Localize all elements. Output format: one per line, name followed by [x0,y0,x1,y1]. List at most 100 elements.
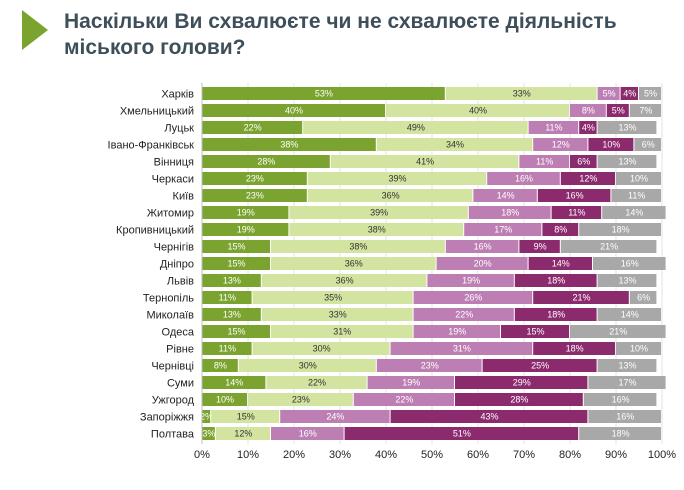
bar-segment [464,223,542,236]
bar-segment [528,257,592,270]
data-label: 31% [333,327,351,337]
bar-segment [597,121,657,134]
data-label: 8% [214,361,227,371]
data-label: 4% [582,123,595,133]
bar-segment [445,87,597,100]
data-label: 12% [552,140,570,150]
data-label: 6% [577,157,590,167]
bar-segment [629,291,657,304]
data-label: 21% [609,327,627,337]
bar-segment [611,189,661,202]
x-tick-label: 10% [237,449,259,461]
x-tick-label: 90% [605,449,627,461]
bar-segment [639,87,661,100]
bar-segment [202,308,261,321]
bar-segment [307,172,487,185]
data-label: 6% [637,293,650,303]
bar-segment [202,342,252,355]
x-tick-label: 0% [194,449,210,461]
data-label: 51% [453,429,471,439]
row-label: Вінниця [154,157,194,169]
row-label: Київ [173,191,195,203]
data-label: 38% [368,225,386,235]
bar-segment [202,121,303,134]
bar-segment [202,138,376,151]
data-label: 38% [349,242,367,252]
data-label: 14% [552,259,570,269]
bar-segment [202,274,261,287]
bar-segment [473,189,537,202]
bar-segment [560,240,657,253]
data-label: 7% [639,106,652,116]
data-label: 13% [223,276,241,286]
bar-segment [261,274,427,287]
x-tick-label: 30% [329,449,351,461]
bar-segment [202,393,247,406]
bar-segment [533,291,629,304]
bar-segment [202,325,270,338]
row-label: Тернопіль [143,293,194,305]
bar-segment [597,87,620,100]
bar-segment [261,308,413,321]
row-label: Дніпро [160,259,194,271]
bar-segment [202,87,445,100]
data-label: 29% [513,378,531,388]
bar-segment [629,104,661,117]
data-label: 28% [510,395,528,405]
bar-segment [519,240,560,253]
bar-segment [602,206,666,219]
bar-segment [202,206,289,219]
bar-segment [588,138,634,151]
data-label: 10% [630,174,648,184]
data-label: 13% [618,157,636,167]
row-label: Кропивницький [116,225,194,237]
data-label: 5% [644,89,657,99]
bar-segment [616,342,661,355]
data-label: 31% [453,344,471,354]
row-label: Луцьк [164,123,194,135]
bar-segment [413,308,514,321]
row-label: Львів [167,276,194,288]
data-label: 5% [603,89,616,99]
bar-segment [533,138,588,151]
bar-segment [514,274,597,287]
bar-segment [271,427,344,440]
data-label: 23% [246,174,264,184]
bar-segment [202,155,330,168]
data-label: 19% [402,378,420,388]
data-label: 34% [446,140,464,150]
bar-segment [202,427,215,440]
data-label: 19% [448,327,466,337]
bar-segment [427,274,514,287]
bar-segment [202,257,270,270]
data-label: 25% [531,361,549,371]
bar-segment [551,206,602,219]
data-label: 22% [244,123,262,133]
bar-segment [271,257,436,270]
data-label: 14% [625,208,643,218]
bar-segment [570,155,597,168]
bar-segment [390,410,588,423]
data-label: 8% [582,106,595,116]
data-label: 16% [299,429,317,439]
bar-segment [202,172,307,185]
title-accent-triangle [22,10,48,50]
data-label: 13% [618,361,636,371]
bar-segment [588,376,666,389]
data-label: 4% [623,89,636,99]
bar-segment [376,138,533,151]
bar-segment [202,376,266,389]
data-label: 18% [566,344,584,354]
data-label: 2% [200,412,213,422]
data-label: 9% [534,242,547,252]
data-label: 17% [618,378,636,388]
data-label: 20% [474,259,492,269]
bar-segment [271,240,445,253]
bar-segment [579,223,661,236]
data-label: 21% [600,242,618,252]
bar-segment [413,325,500,338]
data-label: 11% [568,208,585,218]
data-label: 36% [382,191,400,201]
bar-segment [252,291,413,304]
bar-segment [588,410,661,423]
